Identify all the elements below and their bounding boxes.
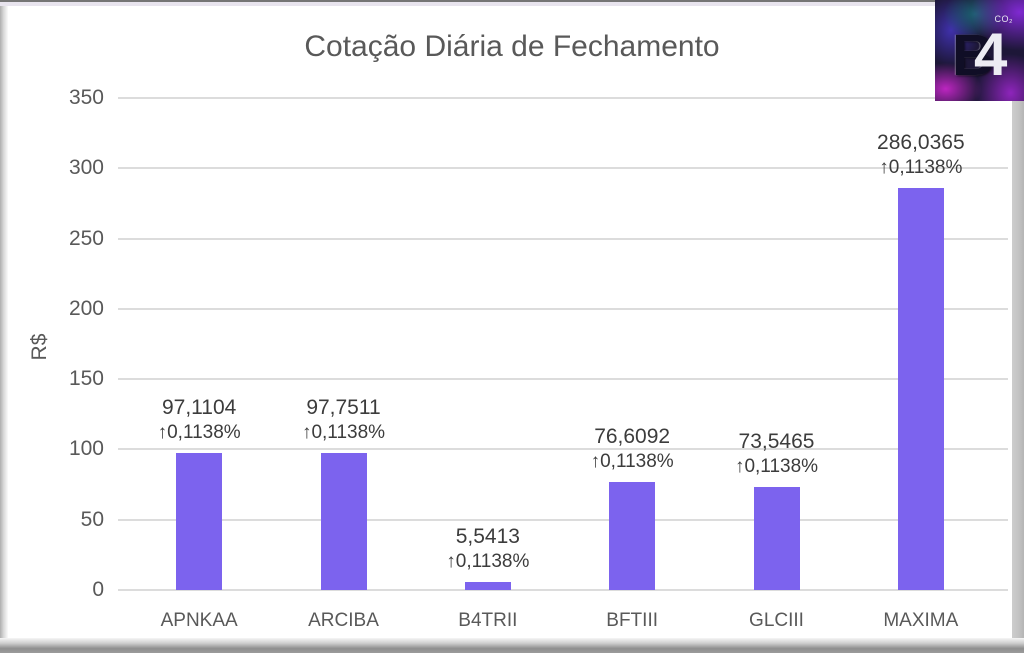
bar-label: 97,1104 ↑0,1138%	[109, 395, 289, 445]
y-tick-label: 300	[68, 156, 104, 180]
bar	[609, 482, 656, 590]
bar	[464, 582, 511, 590]
y-tick-label: 50	[80, 507, 104, 531]
y-tick-label: 250	[68, 226, 104, 250]
bar-change-label: ↑0,1138%	[157, 422, 241, 444]
y-tick-label: 100	[68, 437, 104, 461]
y-tick-label: 200	[68, 296, 104, 320]
bar-change-label: ↑0,1138%	[590, 451, 674, 473]
gridline	[118, 167, 1008, 170]
x-category-label: MAXIMA	[883, 610, 959, 631]
x-category-label: GLCIII	[749, 610, 804, 631]
bar-value-label: 73,5465	[738, 429, 815, 453]
bar-value-label: 286,0365	[877, 130, 965, 154]
x-category-label: ARCIBA	[308, 610, 379, 631]
gridline	[118, 589, 1008, 591]
gridline	[118, 307, 1008, 310]
frame-top-edge	[0, 0, 1024, 2]
frame-right-edge	[1012, 100, 1024, 638]
bar-label: 286,0365 ↑0,1138%	[831, 130, 1011, 180]
gridline	[118, 97, 1008, 99]
bar	[176, 453, 223, 590]
bar	[897, 187, 944, 590]
bar-value-label: 76,6092	[594, 425, 671, 449]
gridline	[118, 518, 1008, 521]
b4-logo: B 4 CO₂	[935, 0, 1024, 101]
bar	[320, 452, 367, 590]
bar-label: 97,7511 ↑0,1138%	[254, 395, 434, 445]
bar-value-label: 97,7511	[306, 395, 381, 419]
y-tick-label: 350	[68, 86, 104, 109]
x-category-label: BFTIII	[606, 610, 659, 631]
bar-label: 73,5465 ↑0,1138%	[687, 429, 867, 479]
bar	[753, 486, 800, 590]
bar-value-label: 5,5413	[455, 525, 520, 549]
bar-change-label: ↑0,1138%	[446, 551, 530, 573]
logo-co2-label: CO₂	[994, 14, 1013, 24]
logo-letter-b: B	[952, 23, 994, 88]
bar-value-label: 97,1104	[161, 396, 237, 420]
logo-letter-4: 4	[974, 21, 1008, 88]
bar-change-label: ↑0,1138%	[734, 455, 819, 477]
frame-left-bevel	[0, 6, 8, 638]
chart-title: Cotação Diária de Fechamento	[304, 30, 720, 63]
y-tick-label: 150	[68, 367, 104, 391]
frame-top-strip	[0, 2, 1024, 6]
x-category-label: B4TRII	[458, 610, 518, 631]
bar-label: 76,6092 ↑0,1138%	[542, 424, 722, 474]
bar-change-label: ↑0,1138%	[879, 156, 963, 178]
y-tick-label: 0	[92, 578, 104, 601]
gridline	[118, 378, 1008, 381]
bar-change-label: ↑0,1138%	[301, 421, 386, 443]
gridline	[118, 237, 1008, 240]
frame-bottom-bevel	[0, 638, 1024, 653]
bar-label: 5,5413 ↑0,1138%	[398, 524, 578, 574]
gridline	[118, 448, 1008, 451]
x-category-label: APNKAA	[160, 610, 238, 631]
